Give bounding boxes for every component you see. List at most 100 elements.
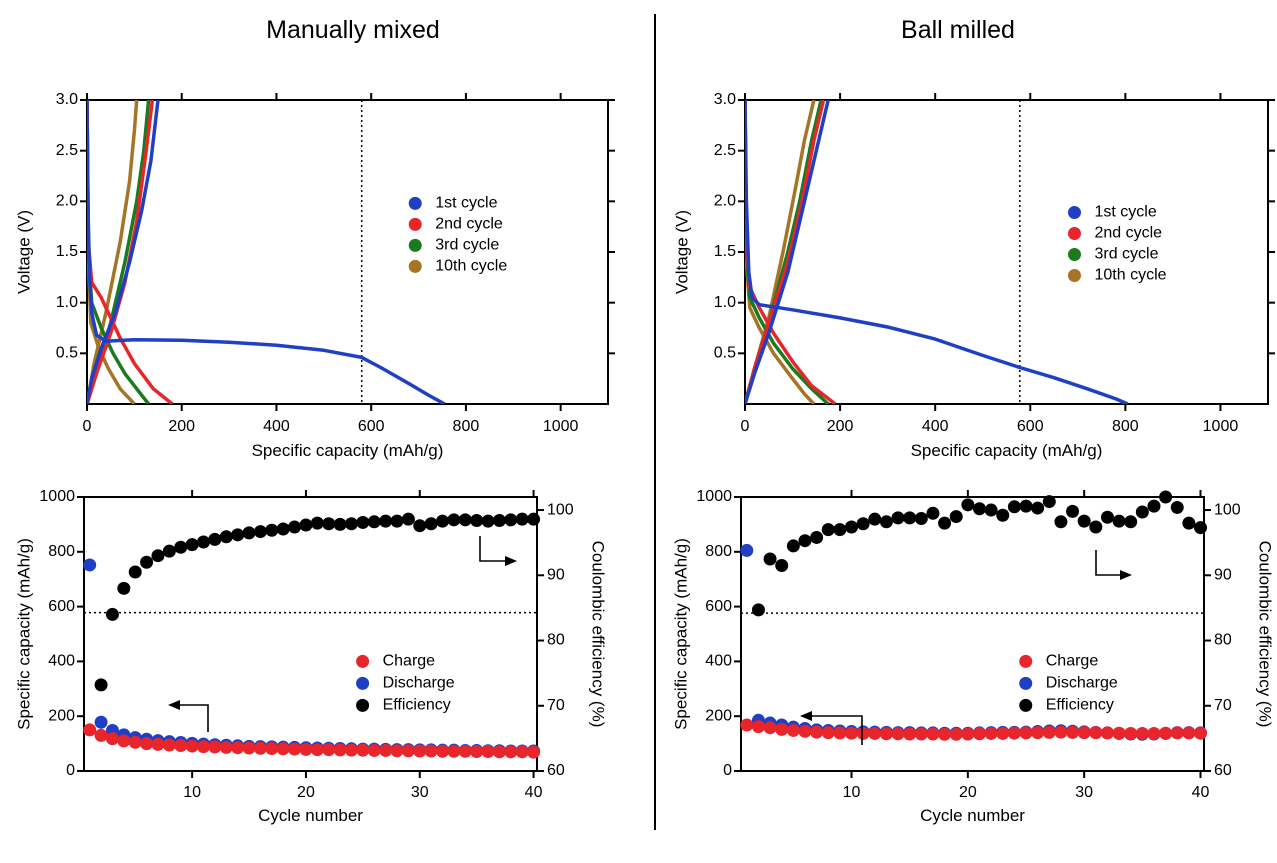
x-tick-label: 40: [525, 784, 543, 801]
point-efficiency: [1112, 514, 1126, 528]
legend-label: Charge: [383, 653, 436, 670]
point-charge: [322, 743, 336, 757]
y2-axis-label: Coulombic efficiency (%): [1256, 541, 1275, 728]
point-charge: [1007, 726, 1021, 740]
point-efficiency: [356, 515, 370, 529]
y-axis-label: Voltage (V): [14, 210, 33, 294]
point-efficiency: [972, 502, 986, 516]
point-efficiency: [786, 539, 800, 553]
point-charge: [424, 744, 438, 758]
point-charge: [515, 745, 529, 759]
point-charge: [492, 745, 506, 759]
plot-frame: [740, 496, 1205, 772]
y-tick-label: 0.5: [56, 345, 78, 362]
point-charge: [344, 743, 358, 757]
point-efficiency: [333, 517, 347, 531]
legend-label: Efficiency: [1046, 697, 1114, 714]
point-efficiency: [458, 513, 472, 527]
point-efficiency: [821, 523, 835, 537]
x-axis-label: Cycle number: [920, 806, 1025, 825]
point-efficiency: [763, 552, 777, 566]
point-charge: [868, 726, 882, 740]
point-efficiency: [299, 518, 313, 532]
point-efficiency: [288, 520, 302, 534]
x-axis-label: Cycle number: [258, 806, 363, 825]
point-efficiency: [949, 510, 963, 524]
y-tick-label: 600: [48, 598, 75, 615]
point-charge: [926, 727, 940, 741]
point-charge: [83, 723, 97, 737]
x-tick-label: 10: [183, 784, 201, 801]
y2-tick-label: 80: [1214, 632, 1232, 649]
axis-arrow-line: [177, 704, 209, 732]
legend-marker: [1067, 205, 1081, 219]
x-tick-label: 1000: [543, 418, 579, 435]
point-charge: [810, 725, 824, 739]
point-efficiency: [424, 517, 438, 531]
plot-frame: [83, 496, 538, 772]
point-efficiency: [231, 528, 245, 542]
point-charge: [219, 740, 233, 754]
point-charge: [1135, 726, 1149, 740]
point-charge: [197, 740, 211, 754]
point-efficiency: [938, 516, 952, 530]
point-charge: [1100, 726, 1114, 740]
y-tick-label: 2.0: [714, 193, 736, 210]
y-tick-label: 0: [723, 762, 732, 779]
point-charge: [845, 726, 859, 740]
legend-marker: [356, 698, 370, 712]
x-tick-label: 30: [1075, 784, 1093, 801]
point-charge: [740, 718, 754, 732]
point-charge: [253, 741, 267, 755]
point-discharge: [94, 715, 108, 729]
panel-title-ball-milled: Ball milled: [901, 16, 1015, 44]
point-efficiency: [174, 540, 188, 554]
point-charge: [140, 737, 154, 751]
point-efficiency: [1182, 516, 1196, 530]
legend-marker: [1067, 226, 1081, 240]
x-tick-label: 0: [83, 418, 92, 435]
point-charge: [786, 723, 800, 737]
y-tick-label: 2.5: [56, 142, 78, 159]
point-charge: [1019, 726, 1033, 740]
y-tick-label: 1000: [39, 488, 75, 505]
curve-1st-cycle-charge: [745, 100, 830, 404]
x-tick-label: 600: [1017, 418, 1044, 435]
point-charge: [972, 727, 986, 741]
y-tick-label: 200: [48, 707, 75, 724]
y-axis-label: Voltage (V): [672, 210, 691, 294]
point-efficiency: [322, 517, 336, 531]
curve-1st-cycle-discharge: [87, 100, 446, 404]
point-charge: [903, 727, 917, 741]
point-efficiency: [1077, 514, 1091, 528]
y2-tick-label: 100: [547, 501, 574, 518]
point-charge: [1170, 726, 1184, 740]
y-tick-label: 0: [66, 762, 75, 779]
point-charge: [242, 741, 256, 755]
point-charge: [1147, 726, 1161, 740]
point-efficiency: [984, 503, 998, 517]
y-tick-label: 3.0: [56, 91, 78, 108]
point-efficiency: [1007, 500, 1021, 514]
legend-marker: [1019, 698, 1033, 712]
y-tick-label: 400: [48, 653, 75, 670]
curve-10th-cycle-charge: [87, 100, 139, 404]
x-tick-label: 0: [741, 418, 750, 435]
panel-title-manually-mixed: Manually mixed: [266, 16, 440, 44]
point-charge: [1089, 726, 1103, 740]
point-efficiency: [492, 513, 506, 527]
point-charge: [231, 741, 245, 755]
point-charge: [413, 744, 427, 758]
x-tick-label: 40: [1192, 784, 1210, 801]
y2-tick-label: 90: [1214, 567, 1232, 584]
panel-divider: [654, 14, 656, 830]
point-efficiency: [879, 515, 893, 529]
point-efficiency: [128, 565, 142, 579]
point-charge: [751, 720, 765, 734]
point-efficiency: [105, 607, 119, 621]
point-efficiency: [1124, 515, 1138, 529]
point-efficiency: [436, 514, 450, 528]
point-efficiency: [253, 525, 267, 539]
point-efficiency: [903, 511, 917, 525]
point-efficiency: [140, 555, 154, 569]
